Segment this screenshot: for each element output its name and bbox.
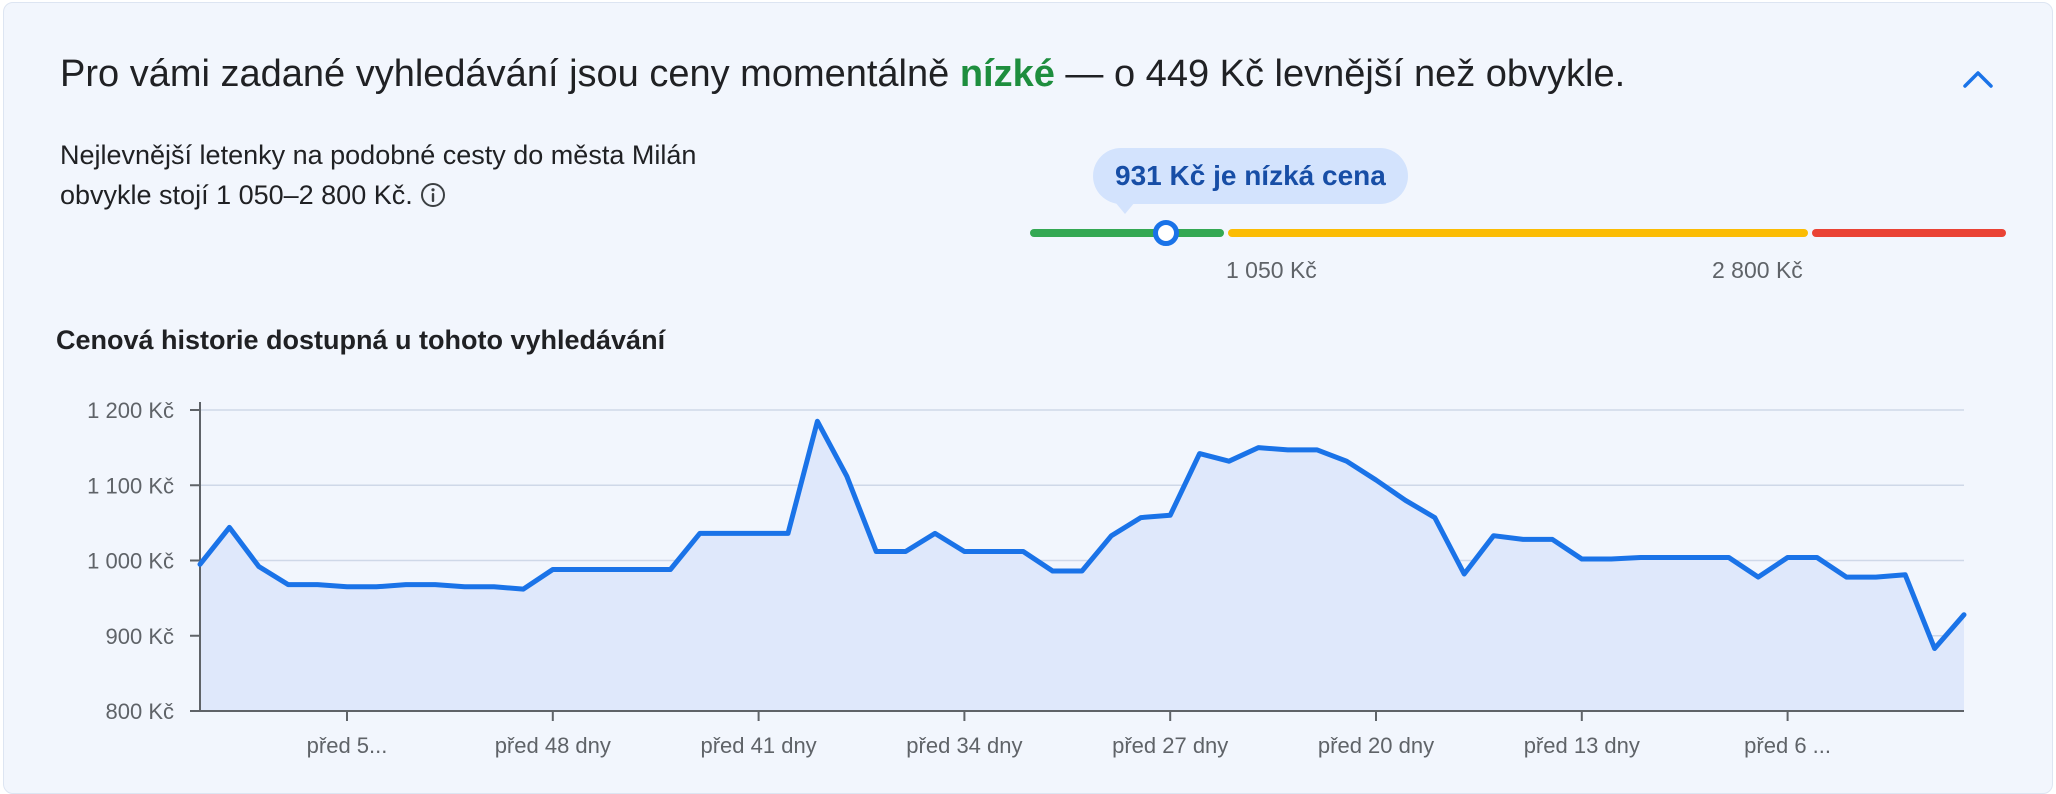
chevron-up-icon [1963, 71, 1993, 88]
price-history-chart: 800 Kč 900 Kč 1 000 Kč 1 100 Kč 1 200 Kč před… [87, 398, 1967, 758]
typical-price-text: Nejlevnější letenky na podobné cesty do … [60, 140, 697, 210]
price-range-bar [1030, 229, 2006, 237]
x-tick-label: před 27 dny [1112, 733, 1228, 758]
current-price-bubble: 931 Kč je nízká cena [1093, 148, 1408, 204]
x-tick-label: před 6 ... [1744, 733, 1831, 758]
x-tick-label: před 48 dny [495, 733, 611, 758]
headline-text-after: — o 449 Kč levnější než obvykle. [1054, 53, 1626, 95]
x-tick-label: před 13 dny [1524, 733, 1640, 758]
collapse-button[interactable] [1960, 61, 1996, 97]
x-tick-label: před 20 dny [1318, 733, 1434, 758]
y-tick-label: 1 000 Kč [87, 549, 174, 574]
range-low-label: 1 050 Kč [1226, 257, 1317, 283]
typical-price-description: Nejlevnější letenky na podobné cesty do … [60, 135, 780, 220]
price-line [197, 418, 1967, 651]
info-icon[interactable] [419, 180, 447, 220]
chart-title: Cenová historie dostupná u tohoto vyhled… [56, 325, 666, 355]
price-area [200, 421, 1964, 711]
y-tick-label: 800 Kč [106, 699, 175, 724]
x-tick-label: před 5... [307, 733, 388, 758]
low-price-segment [1030, 229, 1224, 237]
headline-text-before: Pro vámi zadané vyhledávání jsou ceny mo… [60, 53, 960, 95]
price-level-word: nízké [959, 53, 1055, 95]
price-level-headline: Pro vámi zadané vyhledávání jsou ceny mo… [60, 53, 1625, 96]
range-high-label: 2 800 Kč [1712, 257, 1803, 283]
high-price-segment [1812, 229, 2006, 237]
current-price-marker[interactable] [1153, 220, 1180, 246]
x-tick-label: před 41 dny [700, 733, 816, 758]
y-tick-label: 900 Kč [106, 624, 175, 649]
typical-price-segment [1228, 229, 1808, 237]
x-tick-label: před 34 dny [906, 733, 1022, 758]
y-tick-label: 1 200 Kč [87, 398, 174, 423]
bubble-pointer [1115, 202, 1135, 214]
y-tick-label: 1 100 Kč [87, 473, 174, 498]
